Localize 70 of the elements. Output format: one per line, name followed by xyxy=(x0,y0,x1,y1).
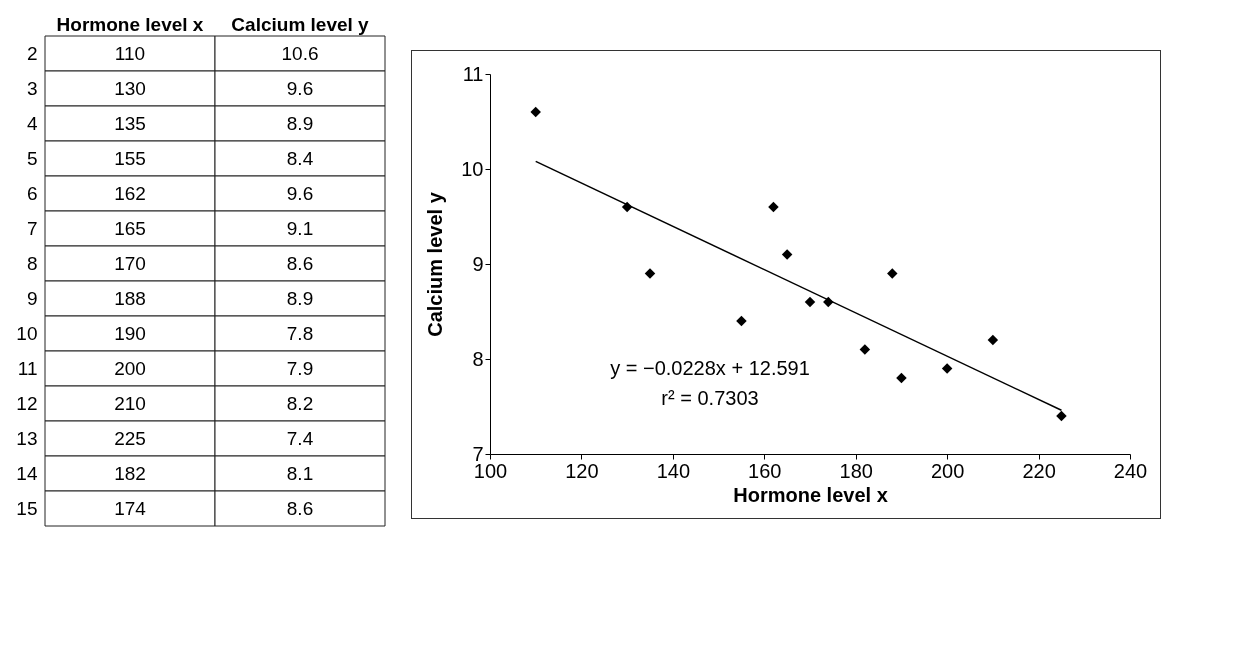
x-tick-label: 160 xyxy=(748,459,782,482)
data-label: 9.6 xyxy=(286,182,314,204)
point xyxy=(987,334,999,346)
y-tick-label: 4 xyxy=(26,112,38,134)
point xyxy=(1056,410,1067,422)
y-tick-label: 11 xyxy=(462,62,484,85)
y-tick-label: 14 xyxy=(16,462,38,484)
data-label: 210 xyxy=(114,392,146,414)
point xyxy=(781,249,793,260)
point xyxy=(736,315,747,327)
y-tick-label: 9 xyxy=(472,252,484,275)
x-tick-label: 180 xyxy=(839,459,873,482)
data-label: 8.6 xyxy=(286,497,314,519)
y-tick-label: 13 xyxy=(16,427,38,449)
data-label: 7.8 xyxy=(286,322,314,344)
annotation: y = −0.0228x + 12.591 xyxy=(610,357,810,379)
data-label: 7.4 xyxy=(286,427,314,449)
x-tick-label: 200 xyxy=(930,459,965,482)
y-tick-label: 5 xyxy=(26,147,38,169)
data-label: 8.2 xyxy=(286,392,314,414)
y-tick-label: 7 xyxy=(472,442,484,465)
point xyxy=(644,268,656,279)
x-tick-label: 220 xyxy=(1022,459,1056,482)
y-tick-label: 6 xyxy=(26,182,38,204)
point xyxy=(768,201,779,213)
y-tick-label: 15 xyxy=(16,497,38,519)
y-tick-label: 3 xyxy=(26,77,38,99)
y-tick-label: 10 xyxy=(16,322,38,344)
data-label: 188 xyxy=(114,287,146,309)
data-label: 9.6 xyxy=(286,77,314,99)
data-label: 7.9 xyxy=(286,357,314,379)
data-label: 110 xyxy=(114,42,146,64)
point xyxy=(896,372,907,384)
y-tick-label: 9 xyxy=(26,287,38,309)
point xyxy=(530,106,541,118)
data-label: 8.4 xyxy=(286,147,314,169)
data-label: 174 xyxy=(114,497,147,519)
y-tick-label: 10 xyxy=(461,157,484,180)
data-label: 190 xyxy=(114,322,146,344)
data-label: 8.1 xyxy=(286,462,314,484)
y-tick-label: 11 xyxy=(17,357,38,379)
data-label: 155 xyxy=(114,147,146,169)
data-label: 130 xyxy=(114,77,146,99)
y-tick-label: 12 xyxy=(16,392,38,414)
x-tick-label: 140 xyxy=(656,459,691,482)
data-label: 10.6 xyxy=(281,42,319,64)
y-tick-label: 8 xyxy=(26,252,38,274)
y-axis-title: Calcium level y xyxy=(424,191,447,337)
y-tick-label: 8 xyxy=(472,347,484,370)
annotation: r² = 0.7303 xyxy=(661,387,759,409)
data-label: 162 xyxy=(114,182,146,204)
data-label: 170 xyxy=(114,252,146,274)
y-tick-label: 2 xyxy=(26,42,38,64)
data-label: 165 xyxy=(114,217,146,239)
data-label: 8.9 xyxy=(286,287,314,309)
point xyxy=(859,344,871,355)
x-axis-title: Hormone level x xyxy=(733,483,888,506)
point xyxy=(804,296,816,308)
data-label: 200 xyxy=(114,357,146,379)
data-label: 135 xyxy=(114,112,146,134)
x-tick-label: 120 xyxy=(565,459,599,482)
x-tick-label: 240 xyxy=(1113,459,1148,482)
data-label: 9.1 xyxy=(286,217,314,239)
data-label: 8.9 xyxy=(286,112,314,134)
data-label: 8.6 xyxy=(286,252,314,274)
data-label: 225 xyxy=(114,427,146,449)
point xyxy=(941,363,953,374)
point xyxy=(887,268,898,279)
y-tick-label: 7 xyxy=(26,217,38,239)
data-label: 182 xyxy=(114,462,146,484)
